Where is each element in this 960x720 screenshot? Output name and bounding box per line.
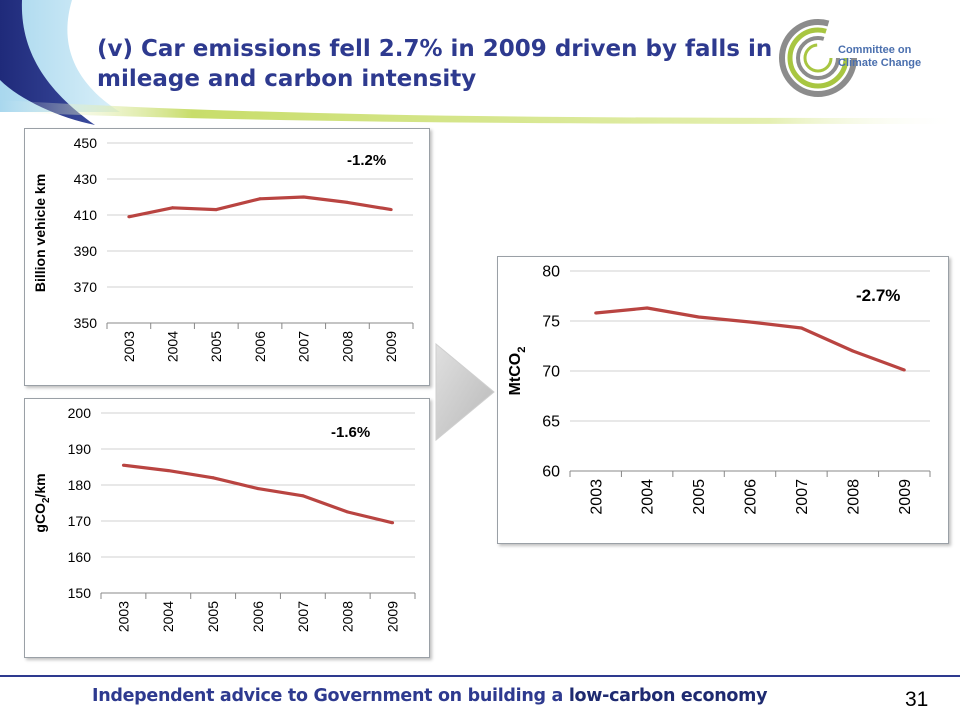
data-point — [121, 463, 125, 467]
data-point — [594, 311, 598, 315]
x-tick-label: 2004 — [164, 331, 180, 362]
header-wave-dark — [0, 0, 95, 125]
chart-svg: 60 65 70 75 80 2003 2004 2005 2006 2007 2008 2009 -2… — [507, 264, 931, 515]
y-tick-label: 350 — [74, 315, 98, 331]
logo-line-2: Climate Change — [838, 57, 922, 69]
footer-tagline: Independent advice to Government on buil… — [92, 686, 767, 706]
y-tick-label: 80 — [542, 264, 560, 281]
x-tick-label: 2009 — [383, 331, 399, 362]
series-line — [123, 463, 393, 525]
x-tick-label: 2009 — [384, 601, 400, 632]
x-tick-label: 2007 — [296, 331, 312, 362]
change-annotation: -1.2% — [347, 152, 386, 169]
y-tick-label: 160 — [68, 549, 92, 565]
slide-title: (v) Car emissions fell 2.7% in 2009 driv… — [97, 36, 773, 92]
x-tick-label: 2005 — [205, 601, 221, 632]
chart-svg: 350 370 390 410 430 450 2003 2004 2005 2006 2007 20… — [32, 135, 414, 362]
y-tick-label: 170 — [68, 513, 92, 529]
x-tick-label: 2006 — [743, 479, 760, 515]
arrow-icon — [435, 342, 495, 442]
x-tick-label: 2006 — [252, 331, 268, 362]
data-point — [211, 476, 215, 480]
data-point — [127, 215, 131, 219]
x-tick-label: 2008 — [340, 601, 356, 632]
x-tick-label: 2007 — [295, 601, 311, 632]
chart-svg: 150 160 170 180 190 200 2003 2004 2005 2006 2007 20… — [32, 405, 416, 632]
y-tick-label: 200 — [68, 405, 92, 421]
data-point — [345, 200, 349, 204]
mtco2-chart: 60 65 70 75 80 2003 2004 2005 2006 2007 2008 2009 -2… — [497, 256, 949, 544]
change-annotation: -2.7% — [856, 286, 900, 305]
x-tick-label: 2008 — [339, 331, 355, 362]
y-tick-label: 390 — [74, 243, 98, 259]
data-point — [697, 315, 701, 319]
y-tick-label: 190 — [68, 441, 92, 457]
committee-logo-icon — [779, 19, 857, 97]
x-tick-label: 2005 — [208, 331, 224, 362]
y-tick-label: 60 — [542, 464, 560, 481]
page-number: 31 — [905, 688, 929, 711]
x-tick-label: 2003 — [121, 331, 137, 362]
y-tick-label: 410 — [74, 207, 98, 223]
logo-text: Committee on Climate Change — [838, 44, 921, 70]
y-axis-label: gCO2/km — [32, 473, 52, 532]
data-point — [645, 306, 649, 310]
y-axis-label: Billion vehicle km — [32, 174, 48, 292]
x-tick-label: 2004 — [640, 479, 657, 515]
x-tick-label: 2008 — [845, 479, 862, 515]
data-point — [258, 197, 262, 201]
data-point — [302, 195, 306, 199]
data-point — [301, 494, 305, 498]
footer-tagline-part-2: low-carbon economy — [568, 686, 768, 706]
vehicle-km-chart: 350 370 390 410 430 450 2003 2004 2005 2006 2007 20… — [24, 128, 430, 386]
x-tick-label: 2004 — [160, 601, 176, 632]
data-point — [851, 349, 855, 353]
y-tick-label: 75 — [542, 314, 560, 331]
y-tick-label: 370 — [74, 279, 98, 295]
x-tick-label: 2005 — [691, 479, 708, 515]
x-tick-label: 2007 — [794, 479, 811, 515]
y-tick-label: 430 — [74, 171, 98, 187]
x-tick-label: 2003 — [588, 479, 605, 515]
footer-tagline-part-1: Independent advice to Government on buil… — [92, 686, 569, 706]
data-point — [214, 208, 218, 212]
data-point — [256, 487, 260, 491]
y-tick-label: 70 — [542, 364, 560, 381]
y-axis-label: MtCO2 — [507, 347, 528, 396]
data-point — [346, 510, 350, 514]
x-tick-label: 2009 — [897, 479, 914, 515]
series-line — [595, 306, 905, 372]
data-point — [748, 320, 752, 324]
data-point — [902, 368, 906, 372]
data-point — [171, 206, 175, 210]
x-tick-label: 2006 — [250, 601, 266, 632]
y-tick-label: 450 — [74, 135, 98, 151]
x-tick-label: 2003 — [115, 601, 131, 632]
y-tick-label: 180 — [68, 477, 92, 493]
data-point — [389, 208, 393, 212]
data-point — [166, 469, 170, 473]
y-tick-label: 150 — [68, 585, 92, 601]
data-point — [799, 326, 803, 330]
change-annotation: -1.6% — [331, 424, 370, 441]
logo-line-1: Committee on — [838, 44, 912, 56]
gco2-per-km-chart: 150 160 170 180 190 200 2003 2004 2005 2006 2007 20… — [24, 398, 430, 658]
data-point — [391, 521, 395, 525]
y-tick-label: 65 — [542, 414, 560, 431]
